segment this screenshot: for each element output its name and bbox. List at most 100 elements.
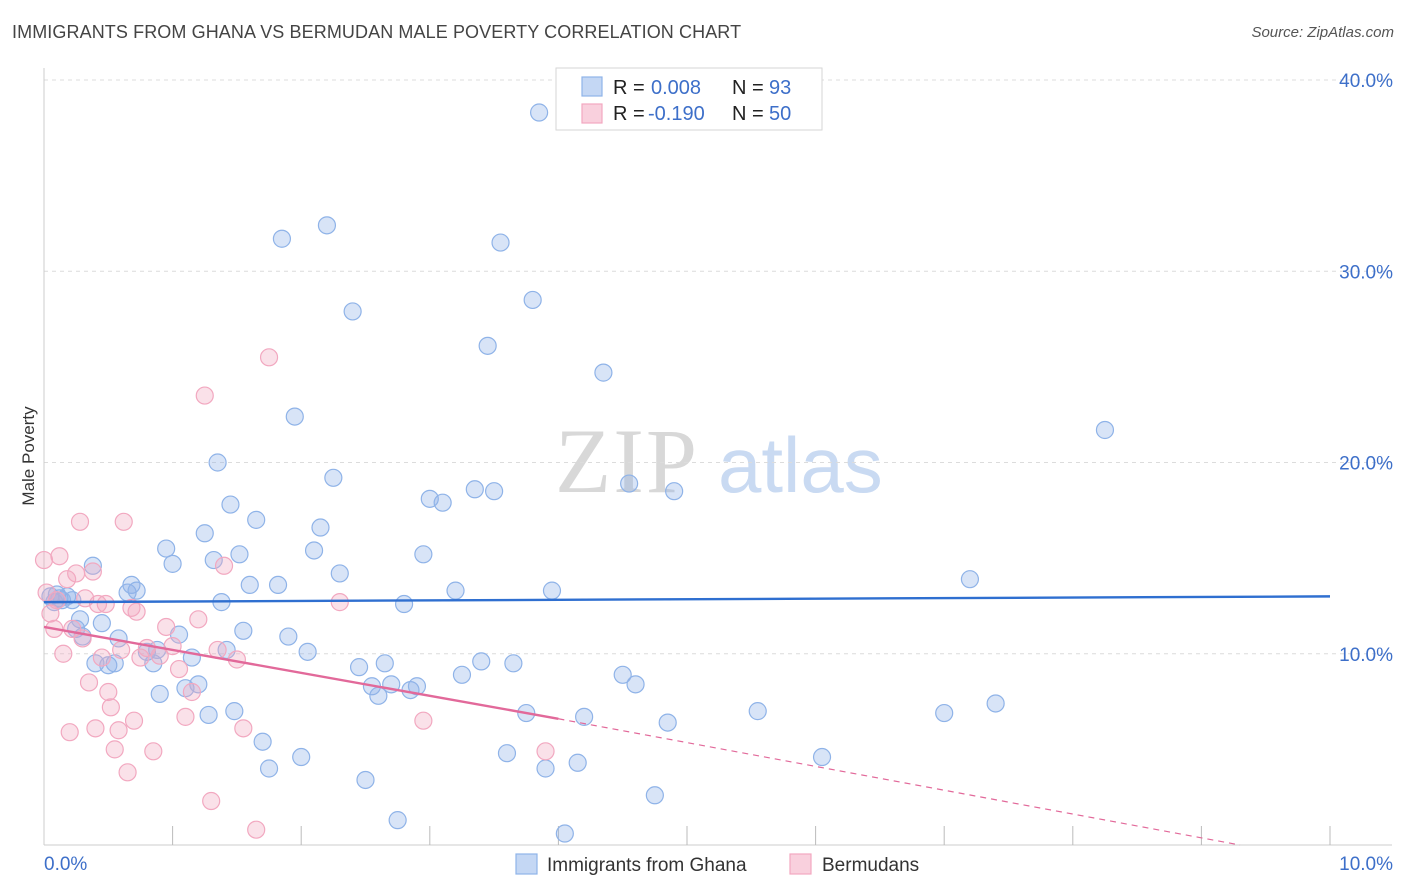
legend-swatch-bermudans: [581, 103, 603, 124]
bermudans-point: [118, 763, 137, 782]
ghana-point: [748, 702, 767, 721]
y-axis-label: Male Poverty: [19, 406, 38, 506]
ghana-point: [446, 581, 465, 600]
bermudans-point: [105, 740, 124, 759]
bermudans-point: [169, 659, 189, 679]
ghana-point: [658, 713, 677, 732]
legend-n-label-ghana: N =: [732, 77, 764, 99]
ghana-point: [452, 665, 472, 684]
ghana-point: [122, 575, 141, 595]
ghana-point: [292, 747, 311, 767]
ghana-point: [272, 229, 292, 248]
bermudans-point: [195, 386, 214, 405]
bermudans-point: [60, 723, 79, 742]
ghana-point: [478, 336, 497, 355]
watermark-atlas: atlas: [718, 421, 883, 509]
bermudans-point: [47, 591, 66, 610]
ghana-point: [388, 811, 407, 830]
correlation-legend: R = 0.008 N = 93 R = -0.190 N = 50: [555, 67, 823, 131]
ghana-point: [665, 482, 684, 501]
bermudans-point: [234, 719, 253, 738]
ghana-point: [568, 753, 587, 772]
ghana-point: [645, 786, 664, 805]
legend-r-label-ghana: R =: [613, 77, 645, 99]
bermudans-point: [109, 721, 128, 740]
ghana-point: [349, 658, 369, 677]
bermudans-trend-extension: [558, 718, 1241, 846]
trend-lines: [43, 595, 1331, 846]
watermark-zip: ZIP: [555, 410, 699, 512]
chart-title: IMMIGRANTS FROM GHANA VS BERMUDAN MALE P…: [12, 22, 742, 42]
ghana-point: [298, 642, 317, 661]
series-ghana-points: [41, 103, 1115, 843]
ghana-point: [542, 581, 562, 600]
bottom-legend-label-bermudans: Bermudans: [822, 855, 919, 876]
ghana-point: [343, 302, 362, 321]
bermudans-point: [202, 791, 221, 811]
ghana-point: [960, 570, 980, 589]
ghana-point: [433, 493, 452, 512]
bermudans-trend-line: [43, 625, 559, 720]
legend-n-value-ghana: 93: [769, 77, 791, 99]
bermudans-point: [182, 682, 201, 702]
ghana-point: [626, 675, 645, 694]
ghana-point: [268, 575, 288, 595]
series-legend: Immigrants from Ghana Bermudans: [515, 853, 919, 876]
gridlines: [44, 79, 1392, 655]
bermudans-point: [330, 593, 349, 612]
bottom-legend-label-ghana: Immigrants from Ghana: [547, 855, 747, 876]
legend-n-value-bermudans: 50: [769, 103, 791, 125]
series-bermudans-points: [34, 348, 555, 839]
ghana-point: [317, 216, 337, 235]
bermudans-point: [92, 648, 111, 667]
bermudans-point: [214, 556, 234, 575]
ghana-point: [575, 707, 594, 726]
bottom-legend-swatch-ghana: [515, 853, 538, 875]
bermudans-point: [536, 742, 555, 761]
ghana-point: [195, 524, 214, 543]
bermudans-point: [96, 594, 115, 614]
legend-r-label-bermudans: R =: [613, 103, 645, 125]
bermudans-point: [83, 562, 102, 581]
bermudans-point: [189, 610, 208, 629]
ghana-point: [1095, 420, 1115, 440]
ghana-point: [530, 103, 549, 122]
y-tick-label-40: 40.0%: [1339, 71, 1393, 92]
legend-swatch-ghana: [581, 76, 603, 97]
bermudans-point: [112, 640, 131, 660]
y-tick-label-20: 20.0%: [1339, 454, 1393, 475]
ghana-point: [407, 677, 427, 696]
bermudans-point: [414, 711, 433, 730]
ghana-point: [225, 702, 244, 721]
ghana-point: [324, 468, 343, 487]
bermudans-point: [127, 602, 146, 621]
ghana-point: [259, 759, 279, 778]
ghana-point: [491, 233, 510, 252]
ghana-point: [523, 290, 542, 310]
bermudans-point: [34, 550, 54, 570]
ghana-point: [465, 480, 484, 499]
bermudans-point: [58, 570, 77, 589]
ghana-point: [163, 554, 182, 573]
ghana-point: [208, 453, 227, 472]
ghana-point: [253, 732, 272, 751]
ghana-point: [986, 694, 1005, 713]
bermudans-point: [54, 644, 73, 663]
ghana-point: [594, 363, 613, 382]
x-tick-label-max: 10.0%: [1339, 854, 1393, 875]
y-tick-label-30: 30.0%: [1339, 262, 1393, 283]
ghana-point: [536, 759, 555, 778]
ghana-point: [279, 627, 298, 646]
ghana-point: [221, 495, 240, 514]
bermudans-point: [86, 719, 105, 738]
ghana-point: [497, 744, 517, 763]
bermudans-point: [99, 682, 118, 702]
bermudans-point: [101, 698, 120, 717]
ghana-point: [620, 474, 639, 493]
legend-r-value-bermudans: -0.190: [648, 103, 705, 125]
bermudans-point: [114, 512, 133, 531]
bermudans-point: [157, 617, 176, 637]
ghana-point: [356, 770, 375, 790]
x-axis-ticks: [172, 826, 1331, 845]
